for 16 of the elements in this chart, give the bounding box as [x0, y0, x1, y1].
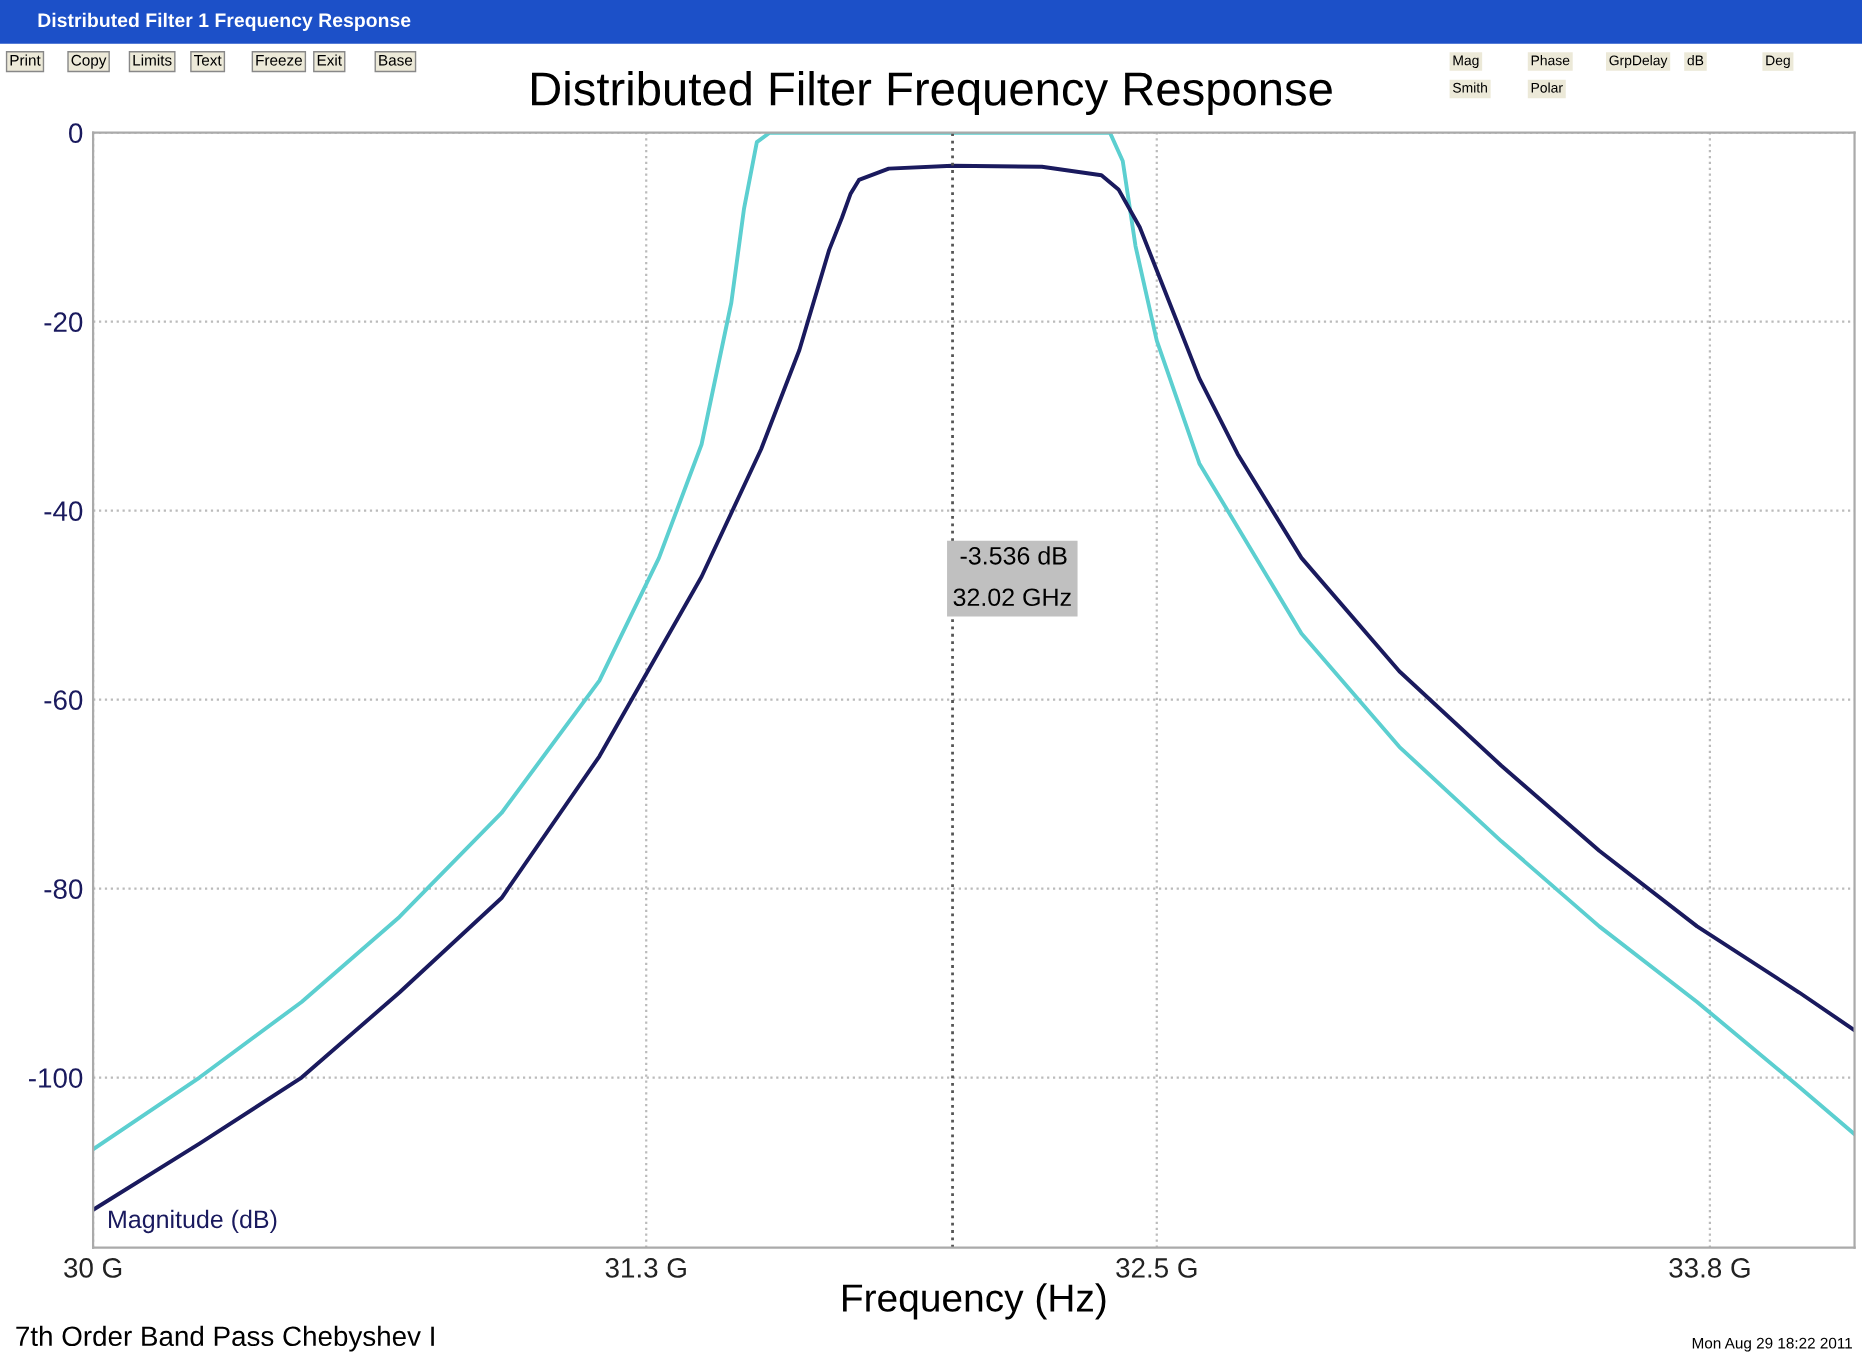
text: 7th Order Band Pass Chebyshev I [16, 1325, 434, 1352]
y-tick-label: 0 [69, 123, 83, 144]
y-tick-label: -20 [44, 312, 83, 332]
x-axis-title: Frequency (Hz) [843, 1283, 1106, 1320]
chart-title: Distributed Filter Frequency Response [532, 71, 1332, 116]
text: Distributed Filter 1 Frequency Response [38, 12, 411, 31]
x-tick-label: 33.8 G [1669, 1258, 1750, 1278]
y-tick-label: -40 [44, 501, 83, 521]
series-label: Magnitude (dB) [109, 1209, 277, 1234]
x-tick-label: 30 G [64, 1258, 122, 1278]
y-tick-label: -100 [29, 1068, 83, 1088]
x-tick-label: 32.5 G [1116, 1258, 1197, 1278]
x-tick-label: 31.3 G [605, 1258, 686, 1278]
ref-line-label: -3.536 dB 32.02 GHz [953, 546, 1071, 607]
y-tick-label: -60 [44, 690, 83, 710]
y-tick-label: -80 [44, 879, 83, 899]
